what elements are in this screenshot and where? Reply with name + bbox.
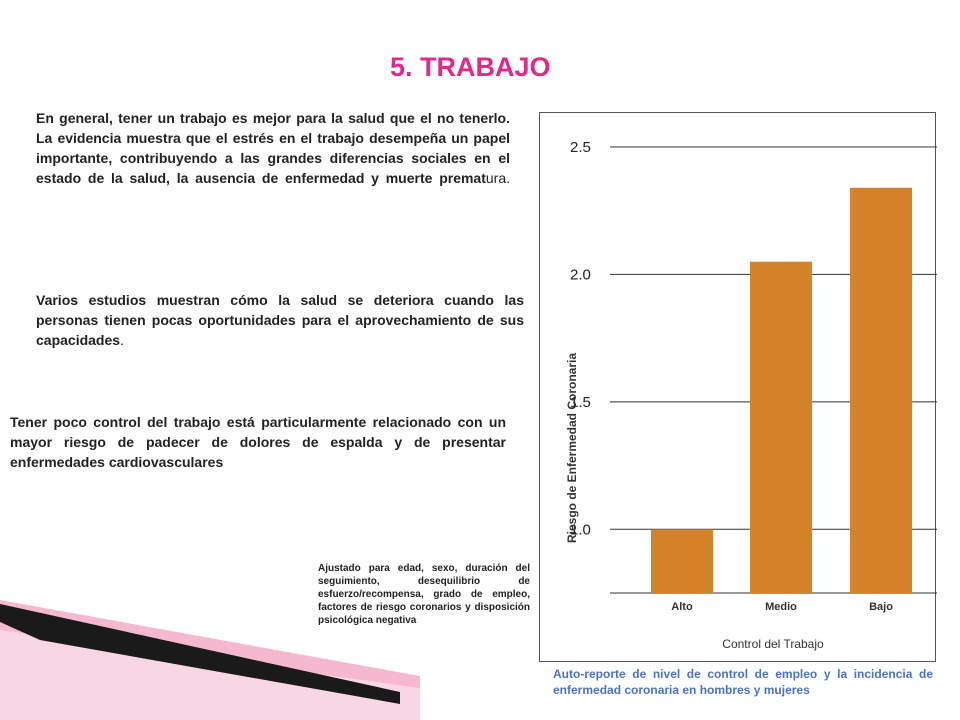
y-axis-label: Riesgo de Enfermedad Coronaria xyxy=(565,353,579,543)
paragraph-employment-tail: ura. xyxy=(485,170,510,186)
x-tick-label: Bajo xyxy=(869,601,893,613)
bar-alto xyxy=(651,529,713,593)
paragraph-capacities-tail: . xyxy=(120,332,124,348)
paragraph-employment-text: En general, tener un trabajo es mejor pa… xyxy=(36,110,510,186)
paragraph-job-control: Tener poco control del trabajo está part… xyxy=(10,414,506,470)
y-tick-label: 1.5 xyxy=(570,394,591,411)
y-tick-label: 1.0 xyxy=(570,521,591,538)
slide-title: 5. TRABAJO xyxy=(390,52,551,82)
pink-swoosh-light xyxy=(0,630,420,720)
paragraph-capacities: Varios estudios muestran cómo la salud s… xyxy=(36,290,524,350)
x-tick-label: Alto xyxy=(671,601,693,613)
bar-medio xyxy=(750,261,812,593)
paragraph-employment: En general, tener un trabajo es mejor pa… xyxy=(36,108,510,188)
x-axis-label: Control del Trabajo xyxy=(722,637,824,651)
bar-bajo xyxy=(850,187,912,593)
decorative-swoosh xyxy=(0,600,420,720)
chart-caption: Auto-reporte de nivel de control de empl… xyxy=(553,667,933,697)
y-tick-label: 2.0 xyxy=(570,266,591,283)
chart-frame: 1.0 1.5 2.0 2.5 Alto Medio Bajo Control del Tra… xyxy=(539,112,937,662)
dark-swoosh-shape xyxy=(0,604,400,704)
x-tick-label: Medio xyxy=(765,601,797,613)
paragraph-capacities-text: Varios estudios muestran cómo la salud s… xyxy=(36,292,524,348)
chart-footnote: Ajustado para edad, sexo, duración del s… xyxy=(318,563,530,626)
bar-chart: 1.0 1.5 2.0 2.5 Alto Medio Bajo Control del Tra… xyxy=(565,139,937,651)
y-tick-label: 2.5 xyxy=(570,139,591,156)
